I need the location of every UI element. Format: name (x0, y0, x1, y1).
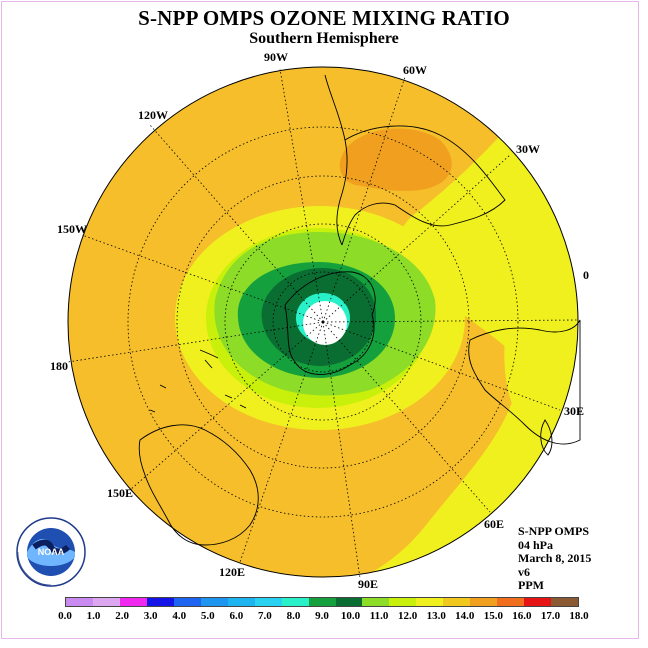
colorbar-segment (308, 598, 336, 606)
map-info-block: S-NPP OMPS 04 hPa March 8, 2015 v6 PPM (518, 524, 592, 593)
lon-label-90w: 90W (264, 50, 288, 64)
coast-madagascar (540, 419, 553, 456)
colorbar-tick-label: 11.0 (369, 610, 389, 622)
field-high-patch (339, 128, 452, 191)
lon-label-90e: 90E (358, 577, 379, 591)
colorbar-tick-label: 15.0 (483, 610, 503, 622)
colorbar (65, 597, 579, 607)
coast-antarctica (284, 271, 376, 375)
colorbar-segment (227, 598, 255, 606)
colorbar-segment (200, 598, 228, 606)
colorbar-tick-label: 0.0 (58, 610, 72, 622)
info-version: v6 (518, 564, 530, 579)
colorbar-tick-label: 2.0 (115, 610, 129, 622)
colorbar-segment (551, 598, 579, 606)
info-instrument: S-NPP OMPS (518, 524, 589, 538)
colorbar-segment (66, 598, 93, 606)
coast-south-america (324, 74, 506, 246)
lon-label-120w: 120W (138, 108, 168, 122)
lon-label-60w: 60W (403, 63, 427, 77)
noaa-logo: NOAA (16, 517, 86, 587)
lon-label-120e: 120E (219, 565, 246, 579)
map-border (67, 66, 579, 578)
graticule (67, 68, 579, 579)
colorbar-tick-labels: 0.0 1.0 2.0 3.0 4.0 5.0 6.0 7.0 8.0 9.0 10.0 11.0 12… (0, 610, 648, 624)
info-units: PPM (518, 578, 544, 592)
info-date: March 8, 2015 (518, 551, 592, 565)
colorbar-segment (173, 598, 201, 606)
coast-australia (138, 424, 259, 546)
colorbar-segment (497, 598, 525, 606)
coast-new-zealand (199, 349, 219, 369)
colorbar-tick-label: 3.0 (143, 610, 158, 622)
colorbar-tick-label: 18.0 (569, 610, 589, 622)
colorbar-tick-label: 17.0 (540, 610, 561, 622)
colorbar-segment (362, 598, 390, 606)
colorbar-tick-label: 8.0 (286, 610, 301, 622)
colorbar-tick-label: 4.0 (172, 610, 187, 622)
colorbar-segment (416, 598, 444, 606)
lon-label-30e: 30E (564, 404, 585, 418)
colorbar-segment (254, 598, 282, 606)
coast-islands-b (149, 384, 167, 413)
colorbar-tick-label: 1.0 (86, 610, 101, 622)
colorbar-tick-label: 10.0 (340, 610, 361, 622)
colorbar-tick-label: 13.0 (426, 610, 446, 622)
noaa-logo-text: NOAA (38, 547, 65, 557)
lon-label-30w: 30W (516, 142, 540, 156)
colorbar-segment (443, 598, 471, 606)
colorbar-tick-label: 6.0 (229, 610, 244, 622)
plot-frame (1, 1, 639, 639)
colorbar-tick-label: 9.0 (315, 610, 329, 622)
colorbar-segment (389, 598, 417, 606)
colorbar-segment (281, 598, 309, 606)
coastlines (138, 74, 581, 546)
colorbar-segment (119, 598, 147, 606)
colorbar-segment (470, 598, 498, 606)
colorbar-tick-label: 16.0 (512, 610, 532, 622)
colorbar-tick-label: 7.0 (258, 610, 272, 622)
colorbar-segment (335, 598, 363, 606)
coast-islands-a (224, 394, 247, 409)
lon-label-150e: 150E (107, 486, 134, 500)
colorbar-tick-label: 14.0 (455, 610, 475, 622)
lon-label-60e: 60E (484, 517, 505, 531)
coast-africa (468, 319, 581, 445)
colorbar-tick-label: 12.0 (398, 610, 418, 622)
pole-marker (321, 320, 325, 324)
info-level: 04 hPa (518, 537, 554, 552)
ozone-field (68, 67, 578, 577)
colorbar-tick-label: 5.0 (200, 610, 215, 622)
lon-label-0: 0 (583, 268, 589, 282)
lon-label-180: 180 (50, 359, 68, 373)
colorbar-segment (92, 598, 120, 606)
map-title: S-NPP OMPS OZONE MIXING RATIO (138, 6, 510, 30)
colorbar-segment (524, 598, 552, 606)
lon-label-150w: 150W (57, 222, 87, 236)
colorbar-segment (146, 598, 174, 606)
map-subtitle: Southern Hemisphere (249, 30, 399, 47)
